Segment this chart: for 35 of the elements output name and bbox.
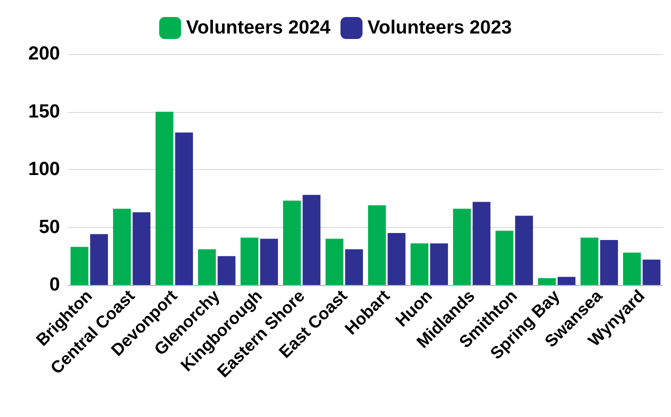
bar [580,238,598,285]
bar [218,256,236,285]
bar [623,252,641,285]
y-tick-label: 50 [38,216,60,238]
bar [260,238,278,285]
bar [283,200,301,285]
y-tick-label: 0 [49,274,60,296]
bar [175,132,193,285]
y-tick-label: 200 [28,44,60,64]
y-tick-label: 150 [28,101,60,122]
bar [410,243,428,285]
bar [558,276,576,285]
bar [240,238,258,285]
bar [496,230,514,285]
bar [113,208,131,285]
bar [302,194,320,285]
y-tick-label: 100 [28,159,60,180]
bar [368,205,386,285]
legend-label: Volunteers 2024 [186,18,331,38]
bar [198,249,216,285]
bar [388,233,406,285]
bar [90,234,108,285]
bar [132,212,150,285]
bar [70,246,88,285]
bar [326,238,344,285]
bar [642,260,660,285]
bar [430,243,448,285]
bar [453,208,471,285]
bar [472,202,490,285]
legend-label: Volunteers 2023 [368,18,512,38]
bar [156,112,174,285]
bar [600,240,618,285]
bar [515,216,533,285]
bar [345,249,363,285]
bar [538,278,556,285]
